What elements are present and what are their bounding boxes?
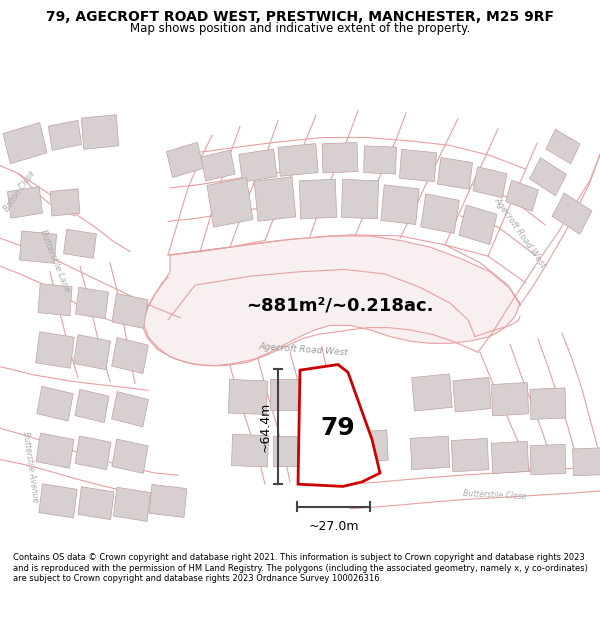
- Polygon shape: [299, 179, 337, 219]
- Polygon shape: [322, 142, 358, 173]
- Polygon shape: [310, 376, 346, 409]
- Polygon shape: [572, 448, 600, 476]
- Polygon shape: [239, 149, 277, 182]
- Polygon shape: [410, 436, 450, 469]
- Polygon shape: [270, 379, 306, 411]
- Polygon shape: [400, 149, 437, 182]
- Polygon shape: [298, 364, 380, 486]
- Polygon shape: [421, 194, 460, 233]
- Text: ~27.0m: ~27.0m: [308, 520, 359, 533]
- Polygon shape: [530, 158, 566, 196]
- Text: 79: 79: [320, 416, 355, 440]
- Text: Butterstile Lane: Butterstile Lane: [38, 228, 71, 293]
- Text: Agecroft Road West: Agecroft Road West: [493, 196, 548, 269]
- Polygon shape: [412, 374, 452, 411]
- Polygon shape: [38, 284, 72, 316]
- Polygon shape: [552, 193, 592, 234]
- Polygon shape: [37, 386, 73, 421]
- Polygon shape: [75, 389, 109, 422]
- Polygon shape: [19, 231, 56, 263]
- Polygon shape: [341, 179, 379, 219]
- Polygon shape: [530, 388, 566, 419]
- Polygon shape: [36, 433, 74, 468]
- Polygon shape: [232, 434, 268, 467]
- Polygon shape: [39, 484, 77, 518]
- Polygon shape: [112, 439, 148, 473]
- Polygon shape: [546, 129, 580, 164]
- Polygon shape: [82, 114, 119, 149]
- Polygon shape: [491, 441, 529, 474]
- Polygon shape: [451, 438, 489, 472]
- Polygon shape: [364, 146, 397, 174]
- Polygon shape: [530, 444, 566, 475]
- Polygon shape: [278, 144, 318, 176]
- Polygon shape: [453, 378, 491, 412]
- Polygon shape: [201, 150, 235, 181]
- Polygon shape: [143, 236, 520, 366]
- Text: Contains OS data © Crown copyright and database right 2021. This information is : Contains OS data © Crown copyright and d…: [13, 554, 588, 583]
- Polygon shape: [437, 158, 473, 189]
- Polygon shape: [149, 484, 187, 518]
- Polygon shape: [112, 338, 148, 374]
- Text: 79, AGECROFT ROAD WEST, PRESTWICH, MANCHESTER, M25 9RF: 79, AGECROFT ROAD WEST, PRESTWICH, MANCH…: [46, 9, 554, 24]
- Polygon shape: [473, 167, 507, 198]
- Polygon shape: [254, 177, 296, 221]
- Polygon shape: [112, 294, 148, 328]
- Text: Map shows position and indicative extent of the property.: Map shows position and indicative extent…: [130, 22, 470, 34]
- Polygon shape: [75, 436, 111, 470]
- Polygon shape: [7, 187, 43, 218]
- Polygon shape: [459, 205, 497, 244]
- Text: ~64.4m: ~64.4m: [259, 401, 272, 452]
- Polygon shape: [491, 382, 529, 416]
- Polygon shape: [381, 185, 419, 224]
- Text: Butterstile Close: Butterstile Close: [463, 489, 527, 501]
- Polygon shape: [3, 122, 47, 164]
- Polygon shape: [272, 436, 308, 466]
- Polygon shape: [36, 332, 74, 368]
- Polygon shape: [76, 288, 109, 319]
- Polygon shape: [50, 189, 80, 216]
- Polygon shape: [49, 120, 82, 151]
- Text: ~881m²/~0.218ac.: ~881m²/~0.218ac.: [246, 296, 434, 314]
- Polygon shape: [78, 487, 114, 519]
- Polygon shape: [229, 379, 268, 414]
- Polygon shape: [352, 430, 388, 462]
- Polygon shape: [73, 335, 110, 370]
- Text: Bolton Close: Bolton Close: [2, 169, 37, 213]
- Polygon shape: [166, 142, 203, 177]
- Polygon shape: [506, 180, 538, 211]
- Text: Butterstile Avenue: Butterstile Avenue: [20, 431, 40, 503]
- Text: Agecroft Road West: Agecroft Road West: [258, 342, 348, 357]
- Polygon shape: [112, 392, 148, 427]
- Polygon shape: [312, 432, 348, 464]
- Polygon shape: [64, 229, 97, 258]
- Polygon shape: [207, 177, 253, 227]
- Polygon shape: [113, 488, 151, 521]
